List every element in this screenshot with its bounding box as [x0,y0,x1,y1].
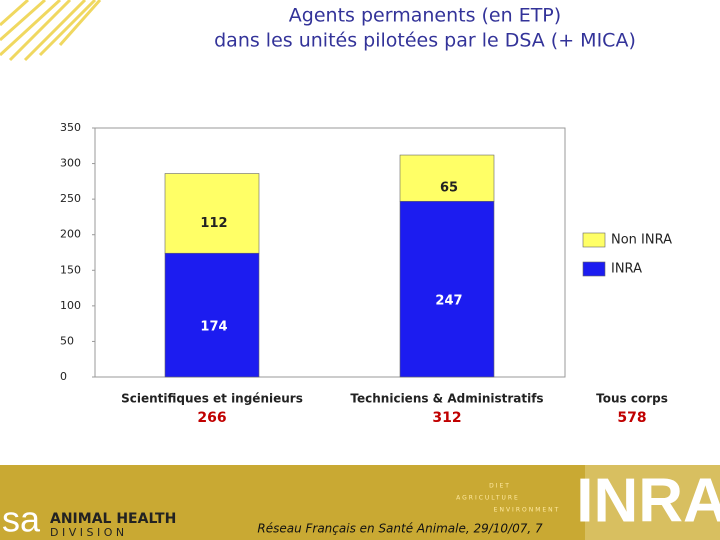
tagline: AGRICULTURE [456,495,520,502]
overall-total: 578 [617,410,646,426]
bar-segment [399,200,495,378]
data-label: 65 [440,181,458,196]
sunburst-decoration [0,0,102,62]
legend-label: Non INRA [611,233,672,248]
logo-name: ANIMAL HEALTH [50,511,176,527]
inra-logo: INRA [576,466,720,535]
data-label: 112 [200,216,227,231]
tagline: DIET [489,483,511,490]
bar-segment [164,252,260,378]
y-tick-label: 300 [60,157,81,170]
legend-swatch [582,261,606,277]
plot-frame [94,127,566,378]
y-tick-label: 150 [60,263,81,276]
y-tick-label: 350 [60,121,81,134]
legend-label: INRA [611,262,642,277]
tagline: ENVIRONMENT [494,507,561,514]
y-tick-label: 50 [60,334,74,347]
data-label: 247 [435,294,462,309]
chart-title: dans les unités pilotées par le DSA (+ M… [214,30,636,52]
y-tick-label: 0 [60,370,67,383]
logo-division: D I V I S I O N [50,526,124,539]
inra-logo-box [585,465,720,540]
y-tick-label: 250 [60,192,81,205]
y-tick-label: 100 [60,299,81,312]
overall-label: Tous corps [596,392,668,406]
y-tick-label: 200 [60,228,81,241]
bar-segment [164,173,260,254]
category-total: 266 [197,410,226,426]
footer-caption: Réseau Français en Santé Animale, 29/10/… [257,522,543,536]
logo-sa: sa [2,499,41,540]
x-tick-label: Scientifiques et ingénieurs [121,392,303,406]
bar-segment [399,154,495,202]
x-tick-label: Techniciens & Administratifs [350,392,543,406]
chart-title: Agents permanents (en ETP) [289,5,561,27]
legend-swatch [582,232,606,248]
category-total: 312 [432,410,461,426]
data-label: 174 [200,320,227,335]
